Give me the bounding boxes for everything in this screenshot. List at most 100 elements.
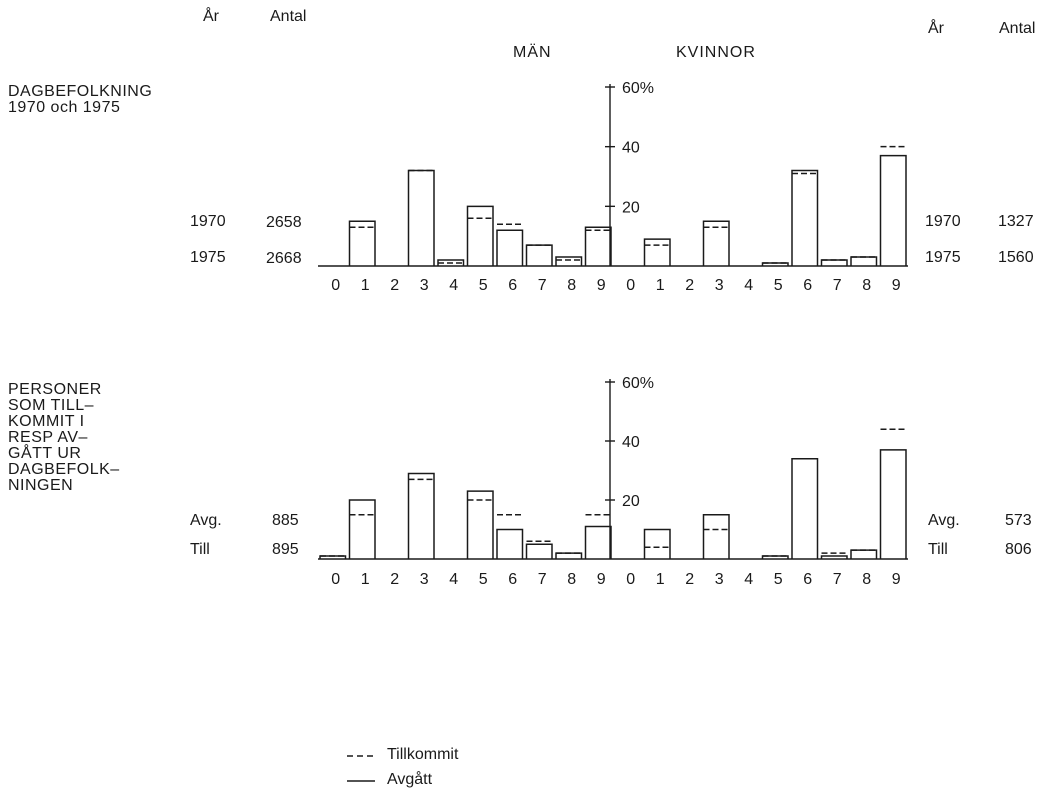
panel1-bar-avgatt	[850, 256, 878, 266]
panel2-row2-women-count: 806	[1005, 541, 1032, 558]
panel2-title-line: SOM TILL–	[8, 397, 95, 414]
panel1-bar-avgatt	[437, 259, 465, 266]
panel1-bar-avgatt	[496, 229, 524, 266]
panel1-x-tick-label: 6	[803, 277, 812, 294]
panel2-x-tick-label: 1	[656, 571, 665, 588]
panel2-row1-women-count: 573	[1005, 512, 1032, 529]
panel1-x-tick-label: 4	[449, 277, 458, 294]
panel1-bar-avgatt	[584, 226, 612, 266]
panel2-x-tick-label: 6	[803, 571, 812, 588]
panel2-y-tick-label: 20	[622, 493, 640, 510]
panel2-bar-avgatt	[525, 543, 553, 559]
panel1-x-tick-label: 1	[656, 277, 665, 294]
panel1-title: DAGBEFOLKNING 1970 och 1975	[8, 84, 152, 116]
panel2-title-line: NINGEN	[8, 477, 74, 494]
panel2-bar-avgatt	[791, 457, 819, 559]
panel1-bar-avgatt	[348, 220, 376, 266]
panel2-row2-men-count: 895	[272, 541, 299, 558]
panel2-row1-men-count: 885	[272, 512, 299, 529]
solid-line-icon	[347, 780, 375, 782]
panel1-row1-men-count: 2658	[266, 214, 302, 231]
panel2-title: PERSONER SOM TILL– KOMMIT I RESP AV– GÅT…	[8, 382, 120, 494]
panel2-bar-avgatt	[319, 555, 347, 559]
panel1-bar-avgatt	[525, 244, 553, 266]
panel1-x-tick-label: 2	[685, 277, 694, 294]
panel2-title-line: DAGBEFOLK–	[8, 461, 120, 478]
panel1-title-line: DAGBEFOLKNING	[8, 83, 153, 100]
panel1-y-tick-label: 40	[622, 140, 640, 157]
men-header: MÄN	[513, 44, 552, 61]
panel2-bar-avgatt	[466, 490, 494, 559]
panel2-x-tick-label: 6	[508, 571, 517, 588]
panel1-row2-men-count: 2668	[266, 250, 302, 267]
panel1-x-tick-label: 1	[361, 277, 370, 294]
panel2-bar-avgatt	[820, 555, 848, 559]
right-count-header: Antal	[999, 20, 1036, 37]
legend-solid-label: Avgått	[387, 771, 433, 788]
panel1-x-tick-label: 6	[508, 277, 517, 294]
panel2-x-tick-label: 3	[420, 571, 429, 588]
panel2-y-tick-label: 40	[622, 434, 640, 451]
panel2-x-tick-label: 1	[361, 571, 370, 588]
panel2-y-tick-label: 60%	[622, 375, 654, 392]
panel2-title-line: KOMMIT I	[8, 413, 85, 430]
panel2-title-line: RESP AV–	[8, 429, 88, 446]
panel2-row2-label-left: Till	[190, 541, 210, 558]
panel1-x-tick-label: 5	[479, 277, 488, 294]
panel2-title-line: PERSONER	[8, 381, 102, 398]
left-count-header: Antal	[270, 8, 307, 25]
panel1-x-tick-label: 5	[774, 277, 783, 294]
panel2-x-tick-label: 4	[744, 571, 753, 588]
panel1-x-tick-label: 9	[892, 277, 901, 294]
panel1-bar-avgatt	[791, 169, 819, 266]
panel2-x-tick-label: 8	[567, 571, 576, 588]
panel2-bar-avgatt	[879, 449, 907, 559]
panel2-x-tick-label: 8	[862, 571, 871, 588]
panel1-bar-avgatt	[702, 220, 730, 266]
panel2-x-tick-label: 3	[715, 571, 724, 588]
panel1-x-tick-label: 7	[833, 277, 842, 294]
panel2-bar-avgatt	[761, 555, 789, 559]
legend-dashed-label: Tillkommit	[387, 746, 459, 763]
panel2-bar-avgatt	[496, 528, 524, 559]
panel2-row2-label-right: Till	[928, 541, 948, 558]
panel2-x-tick-label: 2	[685, 571, 694, 588]
panel2-x-tick-label: 5	[774, 571, 783, 588]
panel1-row2-label-left: 1975	[190, 249, 226, 266]
panel1-x-tick-label: 9	[597, 277, 606, 294]
panel2-x-tick-label: 9	[597, 571, 606, 588]
panel2-x-tick-label: 2	[390, 571, 399, 588]
panel2-row1-label-right: Avg.	[928, 512, 960, 529]
panel1-row1-label-right: 1970	[925, 213, 961, 230]
panel1-y-tick-label: 60%	[622, 80, 654, 97]
panel1-x-tick-label: 8	[862, 277, 871, 294]
panel2-x-tick-label: 9	[892, 571, 901, 588]
panel1-x-tick-label: 3	[715, 277, 724, 294]
panel1-x-tick-label: 0	[331, 277, 340, 294]
panel1-bar-avgatt	[555, 256, 583, 266]
panel2-bar-avgatt	[348, 499, 376, 559]
panel1-row1-label-left: 1970	[190, 213, 226, 230]
panel2-bar-avgatt	[643, 528, 671, 559]
panel2-bar-avgatt	[702, 514, 730, 559]
panel2-x-tick-label: 5	[479, 571, 488, 588]
panel1-x-tick-label: 2	[390, 277, 399, 294]
panel1-x-tick-label: 0	[626, 277, 635, 294]
panel1-x-tick-label: 7	[538, 277, 547, 294]
panel2-bar-avgatt	[584, 525, 612, 559]
panel1-row2-label-right: 1975	[925, 249, 961, 266]
panel1-row2-women-count: 1560	[998, 249, 1034, 266]
panel1-bar-avgatt	[879, 154, 907, 266]
right-year-header: År	[928, 20, 944, 37]
women-header: KVINNOR	[676, 44, 756, 61]
panel2-bar-avgatt	[850, 549, 878, 559]
panel1-bar-avgatt	[761, 262, 789, 266]
panel1-x-tick-label: 8	[567, 277, 576, 294]
panel1-bar-avgatt	[820, 259, 848, 266]
panel2-row1-label-left: Avg.	[190, 512, 222, 529]
panel1-row1-women-count: 1327	[998, 213, 1034, 230]
panel1-bar-avgatt	[407, 169, 435, 266]
panel2-x-tick-label: 7	[833, 571, 842, 588]
panel2-x-tick-label: 7	[538, 571, 547, 588]
